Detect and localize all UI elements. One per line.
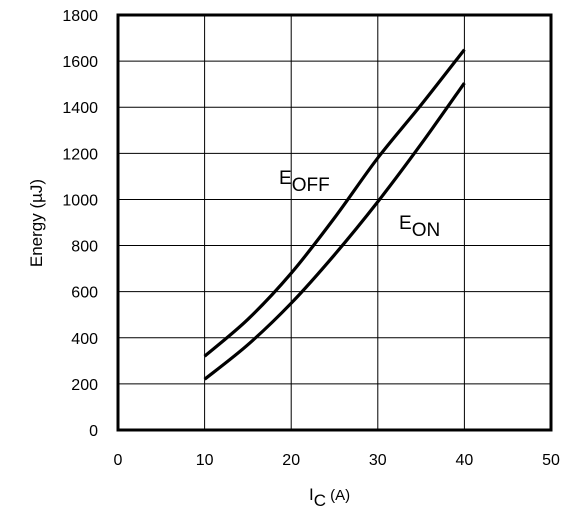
x-tick-label: 0 (114, 452, 123, 469)
x-tick-label: 30 (369, 452, 387, 469)
y-tick-label: 1600 (62, 54, 98, 71)
y-tick-labels: 0 200 400 600 800 1000 1200 1400 1600 1800 (62, 8, 98, 440)
series-label-eon: EON (399, 213, 440, 241)
series-label-eoff: EOFF (279, 168, 330, 196)
y-tick-label: 800 (71, 239, 98, 256)
y-tick-label: 1000 (62, 192, 98, 209)
x-tick-labels: 0 10 20 30 40 50 (114, 452, 560, 469)
series-line-e-off (203, 48, 466, 358)
y-tick-label: 200 (71, 377, 98, 394)
grid (117, 14, 552, 431)
plot-frame (116, 13, 553, 432)
x-tick-label: 10 (196, 452, 214, 469)
y-tick-label: 0 (89, 423, 98, 440)
y-tick-label: 1200 (62, 146, 98, 163)
y-axis-title: Energy (µJ) (27, 179, 46, 267)
x-tick-label: 20 (282, 452, 300, 469)
series-line-e-on (203, 82, 466, 381)
y-tick-label: 1800 (62, 8, 98, 25)
y-tick-label: 400 (71, 331, 98, 348)
x-axis-title: IC (A) (309, 485, 350, 510)
x-tick-label: 40 (456, 452, 474, 469)
y-tick-label: 600 (71, 285, 98, 302)
y-tick-label: 1400 (62, 100, 98, 117)
x-tick-label: 50 (542, 452, 560, 469)
series-lines (203, 48, 466, 381)
